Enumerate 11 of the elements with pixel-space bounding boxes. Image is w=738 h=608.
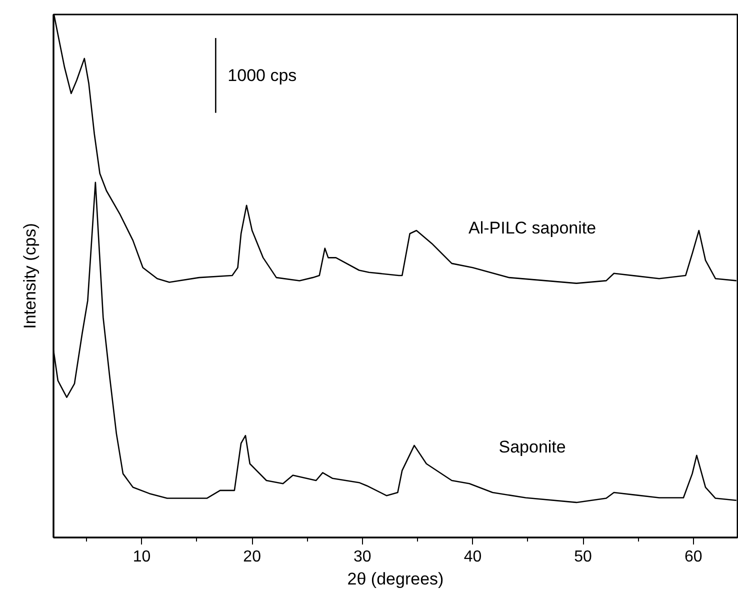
x-tick-label: 40	[464, 548, 482, 566]
annotation: 1000 cps	[228, 66, 297, 86]
x-axis-title: 2θ (degrees)	[347, 570, 444, 588]
x-tick-label: 30	[354, 548, 372, 566]
series-label: Al-PILC saponite	[468, 218, 596, 238]
x-tick-label: 50	[574, 548, 592, 566]
x-tick-label: 60	[684, 548, 702, 566]
text: Saponite	[498, 438, 566, 457]
y-axis-title: Intensity (cps)	[20, 223, 40, 329]
x-tick-label: 10	[132, 548, 151, 566]
x-tick-label: 20	[243, 548, 262, 566]
